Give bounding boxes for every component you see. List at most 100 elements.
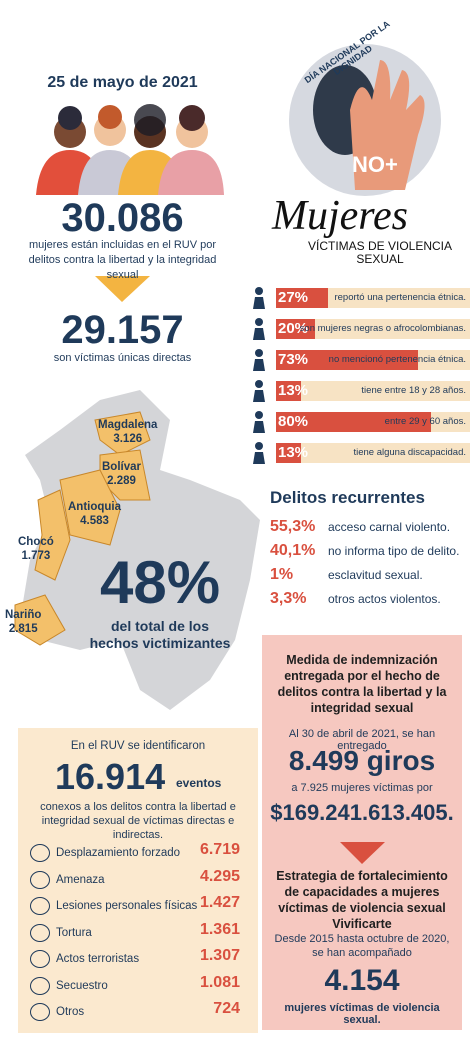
event-icon <box>30 870 50 889</box>
event-icon <box>30 976 50 995</box>
event-icon <box>30 897 50 915</box>
logo-text: NO+ <box>352 152 398 177</box>
event-row: Otros 724 <box>30 1000 240 1021</box>
event-icon <box>30 844 50 862</box>
events-number: 16.914 <box>55 756 166 797</box>
event-name: Actos terroristas <box>56 953 140 966</box>
profile-row: 13% tiene entre 18 y 28 años. <box>248 379 470 403</box>
event-value: 1.361 <box>199 920 240 938</box>
women-illustration <box>36 104 224 195</box>
crime-row: 55,3% acceso carnal violento. <box>270 518 450 536</box>
crime-text: esclavitud sexual. <box>328 568 423 582</box>
profile-row: 20% son mujeres negras o afrocolombianas. <box>248 317 470 341</box>
box-title: Medida de indemnización entregada por el… <box>277 653 447 715</box>
bar-label: 13% <box>278 444 309 461</box>
dept-name: Chocó 1.773 <box>18 535 54 563</box>
dept-name: Magdalena <box>98 419 158 431</box>
map-magdalena <box>94 411 151 456</box>
map-text: del total de los hechos victimizantes <box>89 618 231 651</box>
bar-text: reportó una pertenencia étnica. <box>334 292 466 303</box>
crime-percent: 55,3% <box>270 518 316 535</box>
person-icon <box>253 411 265 433</box>
crime-percent: 1% <box>270 566 294 583</box>
person-icon <box>248 348 270 372</box>
bar <box>276 319 315 339</box>
dept-value: 1.773 <box>21 550 51 562</box>
bar <box>276 412 432 432</box>
bar <box>276 443 302 463</box>
section-title: Delitos recurrentes <box>270 488 425 507</box>
event-row: Tortura 1.361 <box>30 920 240 942</box>
stat-number: 30.086 <box>61 196 184 240</box>
arrow <box>95 276 150 302</box>
event-value: 1.081 <box>199 973 240 991</box>
dept-value: 4.583 <box>80 515 109 527</box>
crime-text: acceso carnal violento. <box>328 520 451 534</box>
event-row: Lesiones personales físicas 1.427 <box>30 894 240 915</box>
person-icon <box>253 380 265 402</box>
bar-label: 73% <box>278 351 309 368</box>
dept-name: Antioquia 4.583 <box>68 500 121 528</box>
logo-hand <box>350 60 425 190</box>
box-text: Al 30 de abril de 2021, se han entregado <box>288 728 436 752</box>
event-row: Desplazamiento forzado 6.719 <box>30 841 240 862</box>
dept-name: Magdalena 3.126 <box>98 418 157 446</box>
events-box <box>18 728 258 1033</box>
event-name: Secuestro <box>56 979 108 992</box>
events-intro: En el RUV se identificaron <box>70 740 206 752</box>
map-narino <box>14 594 66 646</box>
event-name: Amenaza <box>56 873 105 886</box>
event-row: Actos terroristas 1.307 <box>30 947 240 968</box>
map-country <box>20 390 260 710</box>
stat-text: son víctimas únicas directas <box>53 352 192 364</box>
crime-row: 1% esclavitud sexual. <box>270 566 423 584</box>
logo-title: Mujeres <box>271 193 409 239</box>
profile-row: 27% reportó una pertenencia étnica. <box>248 286 470 310</box>
dept-name: Nariño <box>5 609 42 621</box>
box-text: mujeres víctimas de violencia sexual. <box>284 1002 440 1026</box>
crime-percent: 3,3% <box>270 590 307 607</box>
box-text: Desde 2015 hasta octubre de 2020, se han… <box>274 933 450 959</box>
bar-label: 27% <box>278 289 309 306</box>
dept-value: 2.289 <box>107 475 136 487</box>
event-value: 1.307 <box>199 947 240 964</box>
crime-percent: 40,1% <box>270 542 316 559</box>
bar-track: 13% tiene alguna discapacidad. <box>276 443 470 463</box>
bar-track: 27% reportó una pertenencia étnica. <box>276 288 470 308</box>
bar-text: tiene entre 18 y 28 años. <box>361 385 466 396</box>
person-icon <box>253 349 265 371</box>
dept-name: Bolívar 2.289 <box>102 460 141 488</box>
bar-text: entre 29 y 60 años. <box>384 416 466 427</box>
bar-track: 80% entre 29 y 60 años. <box>276 412 470 432</box>
person-icon <box>253 318 265 340</box>
profile-row: 80% entre 29 y 60 años. <box>248 410 470 434</box>
arrow <box>340 842 385 864</box>
person-icon <box>248 410 270 434</box>
event-icon <box>30 1003 50 1021</box>
bar-label: 13% <box>278 382 309 399</box>
dept-name: Bolívar <box>102 461 141 473</box>
box-title: Estrategia de fortalecimiento de capacid… <box>276 869 448 931</box>
box-number: $169.241.613.405. <box>270 800 454 825</box>
person-icon <box>248 317 270 341</box>
bar-track: 20% son mujeres negras o afrocolombianas. <box>276 319 470 339</box>
bar-text: no mencionó pertenencia étnica. <box>328 354 466 365</box>
map-percent: 48% <box>99 549 221 616</box>
stat-text: mujeres están incluidas en el RUV por de… <box>28 239 217 281</box>
profile-row: 73% no mencionó pertenencia étnica. <box>248 348 470 372</box>
event-row: Amenaza 4.295 <box>30 867 240 889</box>
event-icon <box>30 950 50 968</box>
bar-text: tiene alguna discapacidad. <box>353 447 466 458</box>
stat-number: 29.157 <box>61 308 184 352</box>
dept-value: 2.815 <box>8 623 38 635</box>
event-name: Tortura <box>56 926 92 939</box>
bar <box>276 381 302 401</box>
event-value: 724 <box>213 1000 240 1017</box>
event-value: 1.427 <box>199 894 240 911</box>
event-value: 4.295 <box>199 867 240 885</box>
person-icon <box>248 379 270 403</box>
dept-name: Antioquia <box>68 501 122 513</box>
box-text: a 7.925 mujeres víctimas por <box>291 782 433 794</box>
profile-row: 13% tiene alguna discapacidad. <box>248 441 470 465</box>
